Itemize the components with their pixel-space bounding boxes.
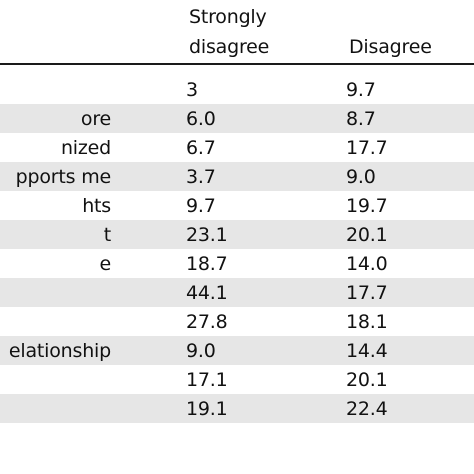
cell-strongly-disagree: 23.1 bbox=[186, 220, 346, 249]
cell-strongly-disagree: 6.0 bbox=[186, 104, 346, 133]
cell-strongly-disagree: 9.0 bbox=[186, 336, 346, 365]
cell-disagree: 22.4 bbox=[346, 394, 474, 423]
row-label-cell: e bbox=[0, 249, 186, 278]
table-row: elationship 9.0 14.4 bbox=[0, 336, 474, 365]
row-label-cell: ore bbox=[0, 104, 186, 133]
cell-disagree: 20.1 bbox=[346, 220, 474, 249]
table-row: 3 9.7 bbox=[0, 75, 474, 104]
data-table: 3 9.7 ore 6.0 8.7 nized 6.7 17.7 pports me 3.7 9.0… bbox=[0, 75, 474, 423]
table-row: ore 6.0 8.7 bbox=[0, 104, 474, 133]
row-label-cell bbox=[0, 278, 186, 307]
cell-disagree: 17.7 bbox=[346, 278, 474, 307]
row-label-cell bbox=[0, 75, 186, 104]
row-label: pports me bbox=[15, 165, 112, 188]
row-label: nized bbox=[60, 136, 111, 159]
header-rule bbox=[0, 63, 474, 65]
table-row: 19.1 22.4 bbox=[0, 394, 474, 423]
table-row: hts 9.7 19.7 bbox=[0, 191, 474, 220]
row-label-cell bbox=[0, 307, 186, 336]
row-label: ore bbox=[80, 107, 111, 130]
table-row: t 23.1 20.1 bbox=[0, 220, 474, 249]
table-row: e 18.7 14.0 bbox=[0, 249, 474, 278]
cell-strongly-disagree: 6.7 bbox=[186, 136, 216, 159]
cell-disagree: 18.1 bbox=[346, 310, 388, 333]
column-header-strongly-disagree: Strongly disagree bbox=[189, 6, 269, 58]
cell-strongly-disagree: 44.1 bbox=[186, 278, 346, 307]
row-label: t bbox=[103, 223, 111, 246]
row-label: elationship bbox=[8, 339, 111, 362]
table-row: pports me 3.7 9.0 bbox=[0, 162, 474, 191]
cell-strongly-disagree: 9.7 bbox=[186, 194, 216, 217]
column-header-disagree: Disagree bbox=[349, 36, 432, 58]
cell-strongly-disagree: 3.7 bbox=[186, 162, 346, 191]
cell-strongly-disagree: 3 bbox=[186, 78, 198, 101]
cell-disagree: 19.7 bbox=[346, 194, 388, 217]
cell-disagree: 14.4 bbox=[346, 336, 474, 365]
row-label-cell bbox=[0, 365, 186, 394]
row-label-cell: nized bbox=[0, 133, 186, 162]
cell-strongly-disagree: 18.7 bbox=[186, 252, 228, 275]
cell-disagree: 14.0 bbox=[346, 252, 388, 275]
row-label-cell: pports me bbox=[0, 162, 186, 191]
table-row: 27.8 18.1 bbox=[0, 307, 474, 336]
cell-disagree: 8.7 bbox=[346, 104, 474, 133]
cell-disagree: 17.7 bbox=[346, 136, 388, 159]
cell-strongly-disagree: 19.1 bbox=[186, 394, 346, 423]
column-header-line-1: Strongly bbox=[189, 6, 267, 28]
cell-strongly-disagree: 17.1 bbox=[186, 368, 228, 391]
cell-disagree: 20.1 bbox=[346, 368, 388, 391]
row-label-cell: elationship bbox=[0, 336, 186, 365]
table-row: 17.1 20.1 bbox=[0, 365, 474, 394]
table-body: 3 9.7 ore 6.0 8.7 nized 6.7 17.7 pports me 3.7 9.0… bbox=[0, 75, 474, 423]
column-header-line-2: disagree bbox=[189, 36, 270, 58]
cell-strongly-disagree: 27.8 bbox=[186, 310, 228, 333]
row-label: hts bbox=[82, 194, 111, 217]
row-label-cell: hts bbox=[0, 191, 186, 220]
table-row: 44.1 17.7 bbox=[0, 278, 474, 307]
table-row: nized 6.7 17.7 bbox=[0, 133, 474, 162]
cell-disagree: 9.7 bbox=[346, 78, 376, 101]
row-label-cell: t bbox=[0, 220, 186, 249]
cell-disagree: 9.0 bbox=[346, 162, 474, 191]
row-label-cell bbox=[0, 394, 186, 423]
row-label: e bbox=[99, 252, 112, 275]
